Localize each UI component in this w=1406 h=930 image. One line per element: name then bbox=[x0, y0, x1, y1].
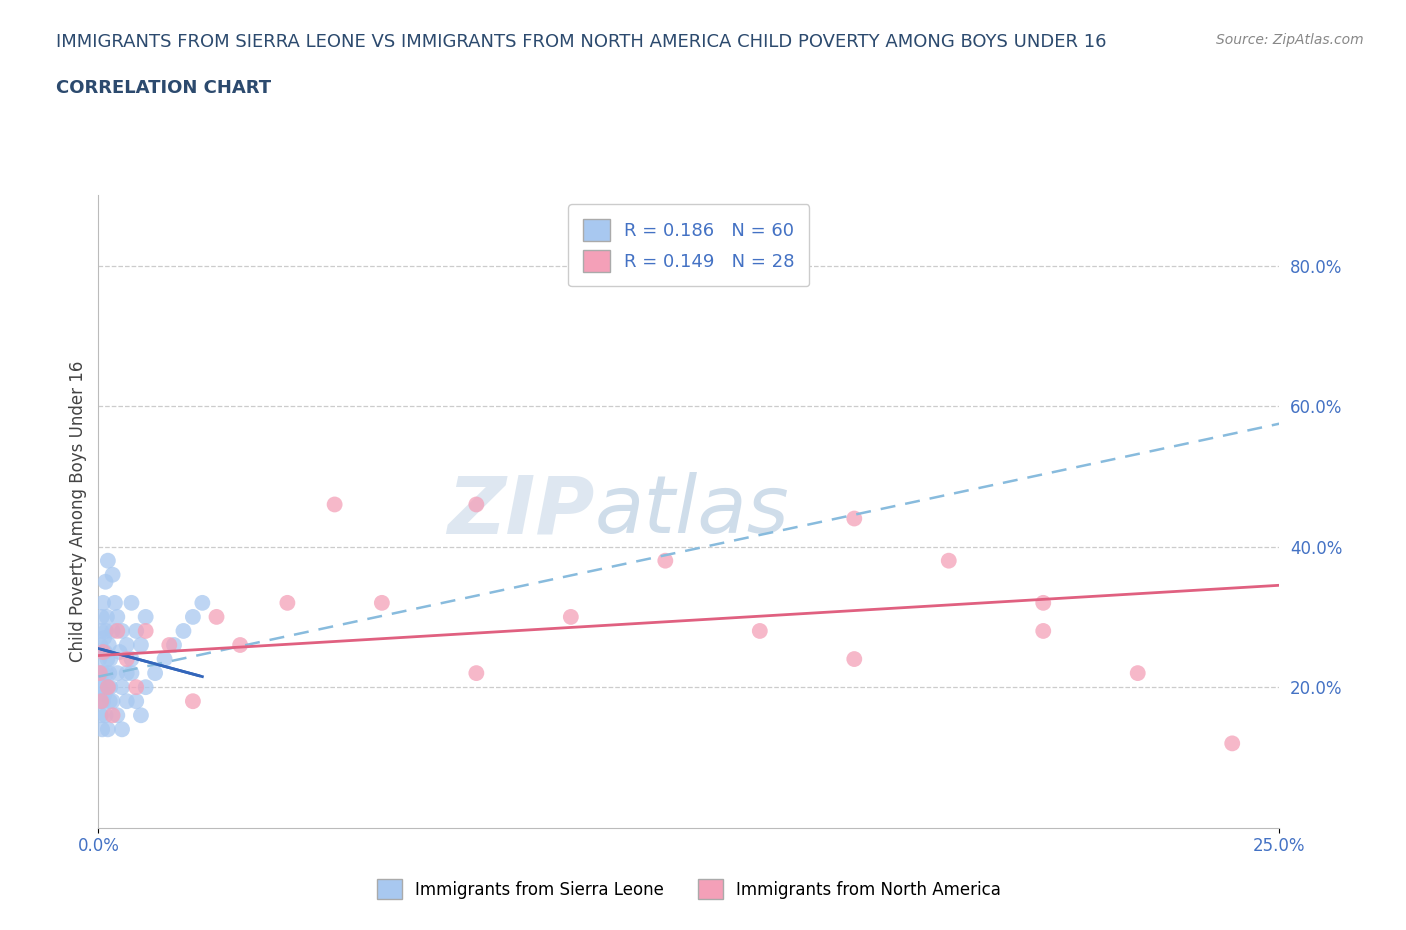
Point bbox=[91, 694, 114, 709]
Text: atlas: atlas bbox=[595, 472, 789, 551]
Point bbox=[115, 638, 138, 653]
Point bbox=[98, 652, 121, 667]
Point bbox=[748, 623, 770, 638]
Point bbox=[97, 680, 120, 695]
Point bbox=[1032, 623, 1054, 638]
Point bbox=[121, 652, 143, 667]
Point bbox=[938, 553, 960, 568]
Point bbox=[101, 708, 124, 723]
Point bbox=[560, 609, 582, 624]
Point bbox=[121, 595, 143, 610]
Point bbox=[91, 644, 114, 659]
Point bbox=[143, 666, 166, 681]
Point bbox=[90, 609, 112, 624]
Point bbox=[121, 666, 143, 681]
Point bbox=[96, 609, 118, 624]
Point bbox=[105, 708, 128, 723]
Text: CORRELATION CHART: CORRELATION CHART bbox=[56, 79, 271, 97]
Point bbox=[105, 666, 128, 681]
Point bbox=[101, 694, 124, 709]
Legend: Immigrants from Sierra Leone, Immigrants from North America: Immigrants from Sierra Leone, Immigrants… bbox=[368, 870, 1010, 908]
Point bbox=[111, 680, 134, 695]
Point bbox=[323, 497, 346, 512]
Point bbox=[191, 595, 214, 610]
Text: IMMIGRANTS FROM SIERRA LEONE VS IMMIGRANTS FROM NORTH AMERICA CHILD POVERTY AMON: IMMIGRANTS FROM SIERRA LEONE VS IMMIGRAN… bbox=[56, 33, 1107, 50]
Point bbox=[93, 686, 115, 701]
Point bbox=[108, 644, 131, 659]
Point bbox=[97, 638, 120, 653]
Point bbox=[129, 638, 152, 653]
Point bbox=[157, 638, 180, 653]
Text: ZIP: ZIP bbox=[447, 472, 595, 551]
Point bbox=[371, 595, 394, 610]
Point bbox=[205, 609, 228, 624]
Point bbox=[91, 722, 114, 737]
Point bbox=[181, 694, 204, 709]
Point bbox=[104, 595, 127, 610]
Point bbox=[91, 644, 114, 659]
Point bbox=[89, 638, 111, 653]
Point bbox=[90, 666, 112, 681]
Point bbox=[93, 631, 115, 645]
Point bbox=[105, 609, 128, 624]
Point bbox=[125, 623, 148, 638]
Point bbox=[94, 708, 117, 723]
Text: Source: ZipAtlas.com: Source: ZipAtlas.com bbox=[1216, 33, 1364, 46]
Point bbox=[844, 652, 866, 667]
Point bbox=[105, 623, 128, 638]
Point bbox=[97, 680, 120, 695]
Point bbox=[90, 694, 112, 709]
Point bbox=[111, 722, 134, 737]
Point bbox=[1220, 736, 1243, 751]
Point bbox=[135, 680, 157, 695]
Point bbox=[89, 666, 111, 681]
Point bbox=[276, 595, 298, 610]
Point bbox=[91, 680, 114, 695]
Point bbox=[91, 666, 114, 681]
Y-axis label: Child Poverty Among Boys Under 16: Child Poverty Among Boys Under 16 bbox=[69, 361, 87, 662]
Point bbox=[96, 652, 118, 667]
Point bbox=[96, 666, 118, 681]
Point bbox=[465, 497, 488, 512]
Point bbox=[844, 512, 866, 526]
Point bbox=[101, 623, 124, 638]
Point bbox=[90, 708, 112, 723]
Point bbox=[89, 652, 111, 667]
Point bbox=[98, 666, 121, 681]
Point bbox=[229, 638, 252, 653]
Point bbox=[153, 652, 176, 667]
Legend: R = 0.186   N = 60, R = 0.149   N = 28: R = 0.186 N = 60, R = 0.149 N = 28 bbox=[568, 205, 810, 286]
Point bbox=[90, 694, 112, 709]
Point bbox=[125, 694, 148, 709]
Point bbox=[172, 623, 194, 638]
Point bbox=[111, 623, 134, 638]
Point bbox=[90, 623, 112, 638]
Point bbox=[98, 694, 121, 709]
Point bbox=[94, 623, 117, 638]
Point bbox=[97, 722, 120, 737]
Point bbox=[97, 553, 120, 568]
Point bbox=[91, 595, 114, 610]
Point bbox=[115, 652, 138, 667]
Point bbox=[465, 666, 488, 681]
Point bbox=[135, 623, 157, 638]
Point bbox=[181, 609, 204, 624]
Point bbox=[89, 680, 111, 695]
Point bbox=[94, 575, 117, 590]
Point bbox=[94, 644, 117, 659]
Point bbox=[129, 708, 152, 723]
Point bbox=[1126, 666, 1149, 681]
Point bbox=[654, 553, 676, 568]
Point bbox=[163, 638, 186, 653]
Point bbox=[125, 680, 148, 695]
Point bbox=[115, 666, 138, 681]
Point bbox=[98, 680, 121, 695]
Point bbox=[135, 609, 157, 624]
Point bbox=[1032, 595, 1054, 610]
Point bbox=[115, 694, 138, 709]
Point bbox=[101, 567, 124, 582]
